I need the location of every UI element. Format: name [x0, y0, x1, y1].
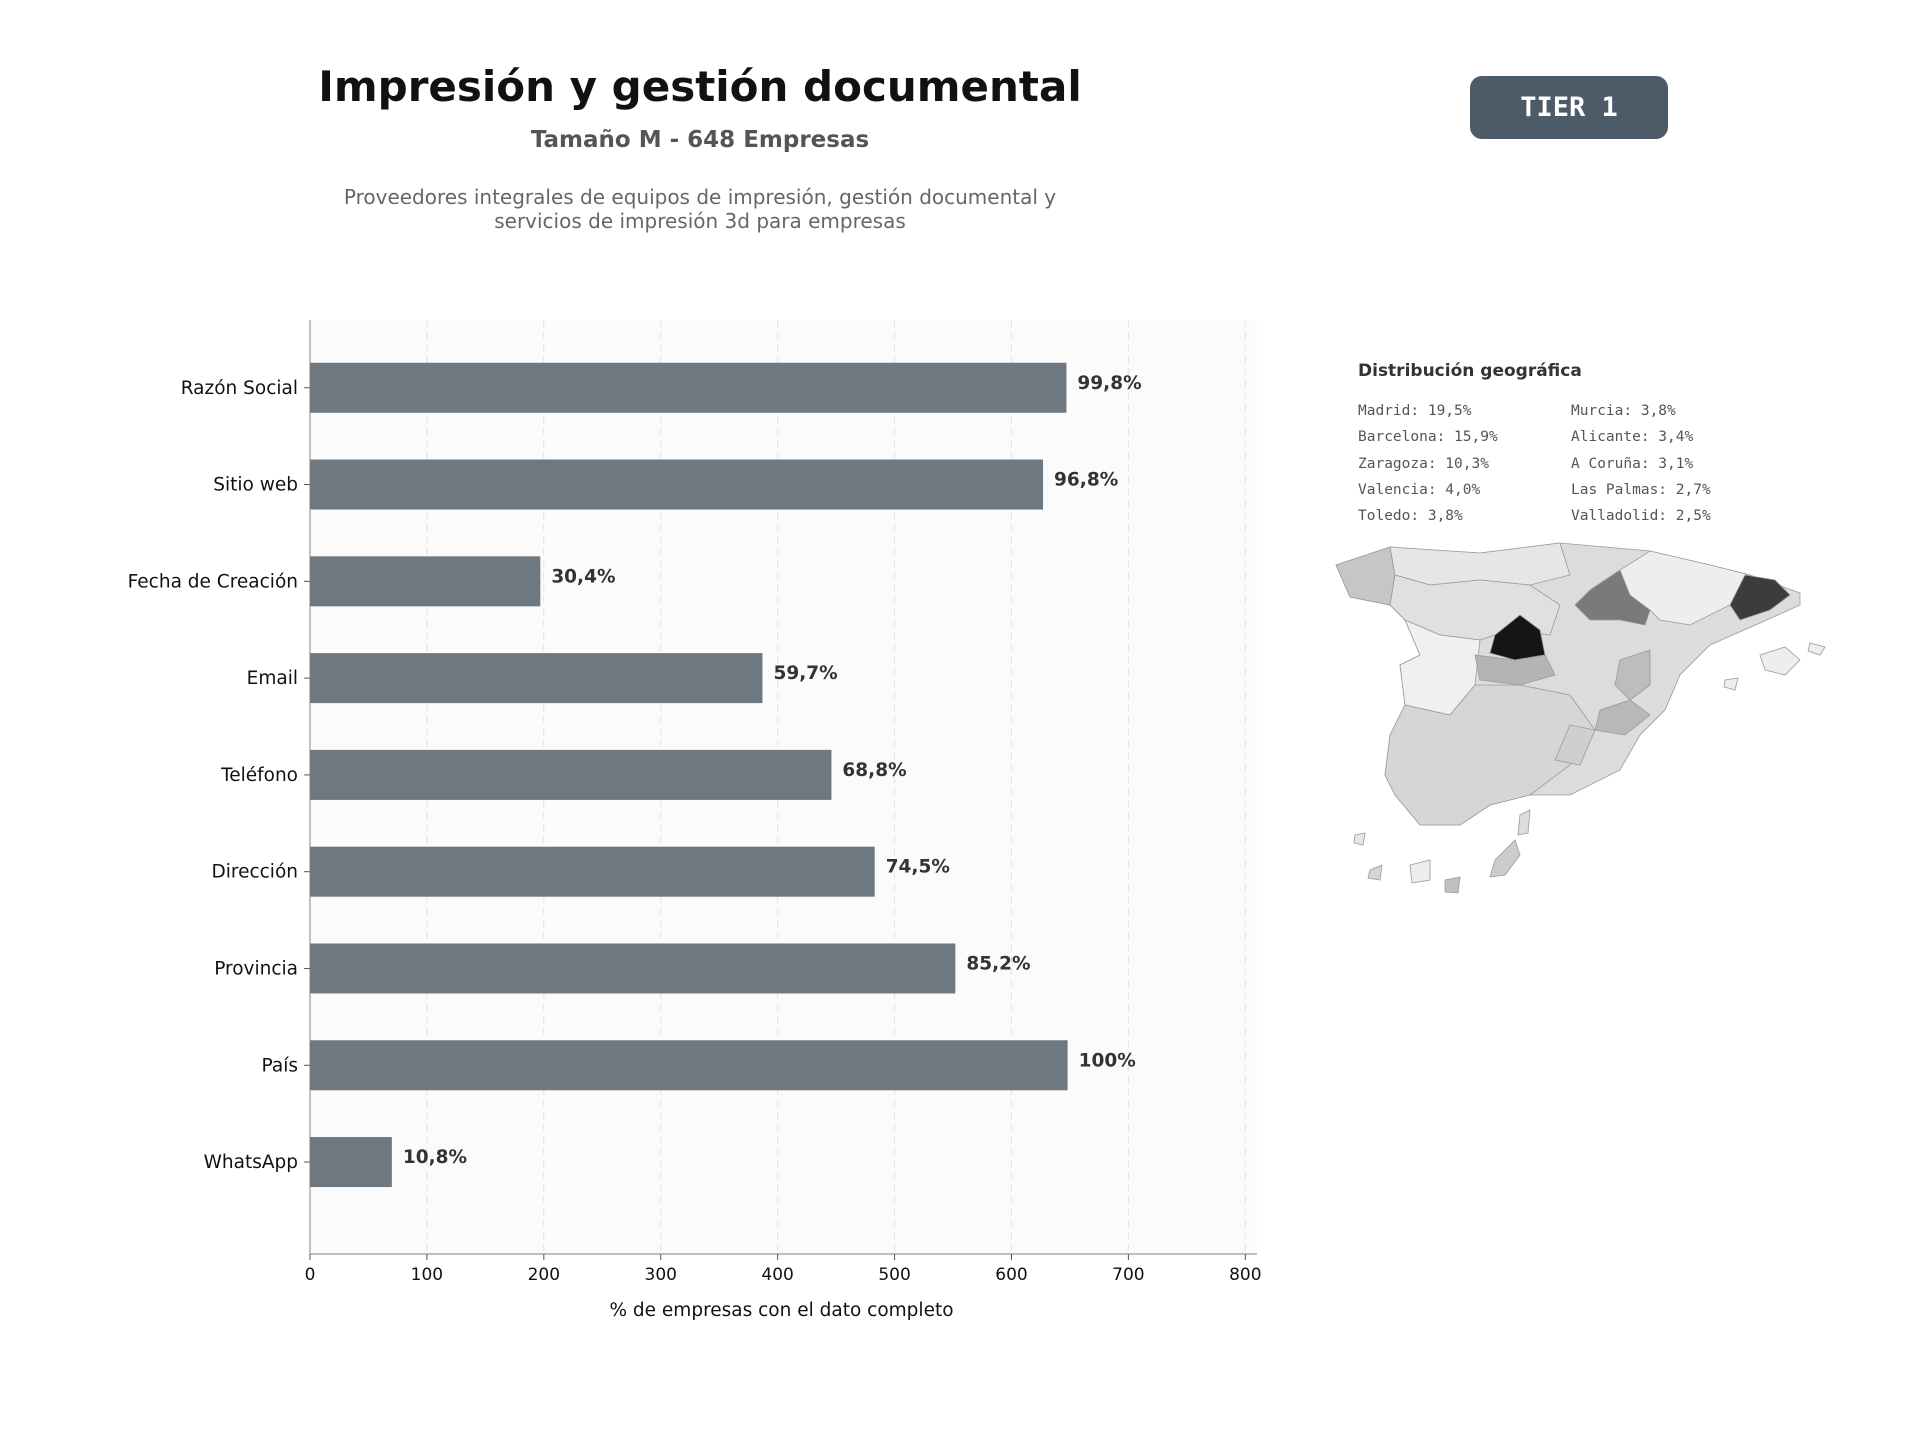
- geo-list-left: Madrid: 19,5% Barcelona: 15,9% Zaragoza:…: [1358, 398, 1498, 529]
- map-region-menorca: [1807, 642, 1826, 656]
- map-region-andalucia: [1384, 684, 1596, 826]
- geo-item: A Coruña: 3,1%: [1571, 455, 1694, 472]
- geo-item: Las Palmas: 2,7%: [1571, 481, 1711, 498]
- bar: [310, 749, 832, 800]
- map-region-ibiza: [1723, 677, 1739, 691]
- map-region-valencia: [1614, 649, 1651, 701]
- x-tick-label: 500: [878, 1265, 910, 1285]
- geo-item: Barcelona: 15,9%: [1358, 429, 1498, 446]
- bar: [310, 846, 875, 897]
- map-region-murcia: [1554, 724, 1596, 766]
- map-region-north: [1389, 542, 1571, 586]
- map-region-toledo: [1474, 654, 1556, 686]
- data-label: 68,8%: [842, 760, 906, 781]
- y-tick-label: Teléfono: [220, 765, 298, 786]
- geo-item: Madrid: 19,5%: [1358, 403, 1472, 419]
- tier-badge: TIER 1: [1470, 76, 1668, 139]
- map-region-canarias-5: [1517, 809, 1531, 836]
- y-tick-label: Razón Social: [181, 378, 298, 399]
- map-region-galicia: [1335, 546, 1396, 606]
- page-title: Impresión y gestión documental: [318, 62, 1082, 111]
- map-region-barcelona: [1729, 574, 1791, 621]
- y-tick-label: Fecha de Creación: [128, 571, 298, 592]
- data-label: 74,5%: [886, 857, 950, 878]
- bar: [310, 1137, 392, 1188]
- x-tick-label: 300: [645, 1265, 677, 1285]
- x-tick-label: 800: [1229, 1265, 1261, 1285]
- x-tick-label: 400: [761, 1265, 793, 1285]
- x-tick-label: 0: [305, 1265, 316, 1285]
- bar: [310, 556, 541, 607]
- geo-list-right: Murcia: 3,8% Alicante: 3,4% A Coruña: 3,…: [1571, 398, 1711, 529]
- data-label: 99,8%: [1077, 373, 1141, 394]
- y-tick-label: Provincia: [214, 958, 298, 979]
- y-tick-label: País: [262, 1055, 298, 1076]
- bar: [310, 362, 1067, 413]
- geo-item: Valladolid: 2,5%: [1571, 508, 1711, 525]
- description-line-1: Proveedores integrales de equipos de imp…: [343, 185, 1057, 209]
- spain-map: [1335, 542, 1826, 894]
- bar: [310, 459, 1044, 510]
- map-region-baleares: [1759, 646, 1801, 676]
- geo-item: Zaragoza: 10,3%: [1358, 455, 1489, 472]
- page-subtitle: Tamaño M - 648 Empresas: [530, 127, 870, 153]
- geo-item: Valencia: 4,0%: [1358, 481, 1481, 498]
- x-axis-label: % de empresas con el dato completo: [609, 1300, 953, 1321]
- map-region-canarias-2: [1409, 859, 1431, 884]
- bar: [310, 943, 956, 994]
- y-tick-label: Email: [247, 668, 298, 689]
- x-tick-label: 700: [1112, 1265, 1144, 1285]
- map-region-catalonia: [1619, 550, 1751, 626]
- map-region-canarias-6: [1353, 832, 1366, 846]
- data-label: 10,8%: [403, 1147, 467, 1168]
- data-label: 96,8%: [1054, 470, 1118, 491]
- map-region-canarias-3: [1444, 876, 1461, 894]
- geo-item: Toledo: 3,8%: [1358, 508, 1463, 525]
- y-tick-label: Sitio web: [213, 475, 298, 496]
- map-region-canarias-1: [1367, 864, 1383, 881]
- geo-item: Murcia: 3,8%: [1571, 403, 1676, 419]
- x-tick-label: 600: [995, 1265, 1027, 1285]
- data-label: 59,7%: [773, 663, 837, 684]
- y-tick-label: Dirección: [212, 862, 299, 883]
- x-tick-label: 200: [528, 1265, 560, 1285]
- geo-title: Distribución geográfica: [1358, 361, 1582, 381]
- description-line-2: servicios de impresión 3d para empresas: [494, 209, 906, 233]
- x-tick-label: 100: [411, 1265, 443, 1285]
- geo-item: Alicante: 3,4%: [1571, 429, 1694, 446]
- map-region-alicante: [1594, 699, 1651, 736]
- y-tick-label: WhatsApp: [204, 1152, 298, 1173]
- bar: [310, 1040, 1068, 1091]
- page-description: Proveedores integrales de equipos de imp…: [250, 185, 1150, 233]
- map-region-canarias-4: [1489, 839, 1521, 878]
- data-label: 85,2%: [966, 953, 1030, 974]
- data-label: 30,4%: [551, 566, 615, 587]
- data-label: 100%: [1079, 1050, 1136, 1071]
- bar: [310, 653, 763, 704]
